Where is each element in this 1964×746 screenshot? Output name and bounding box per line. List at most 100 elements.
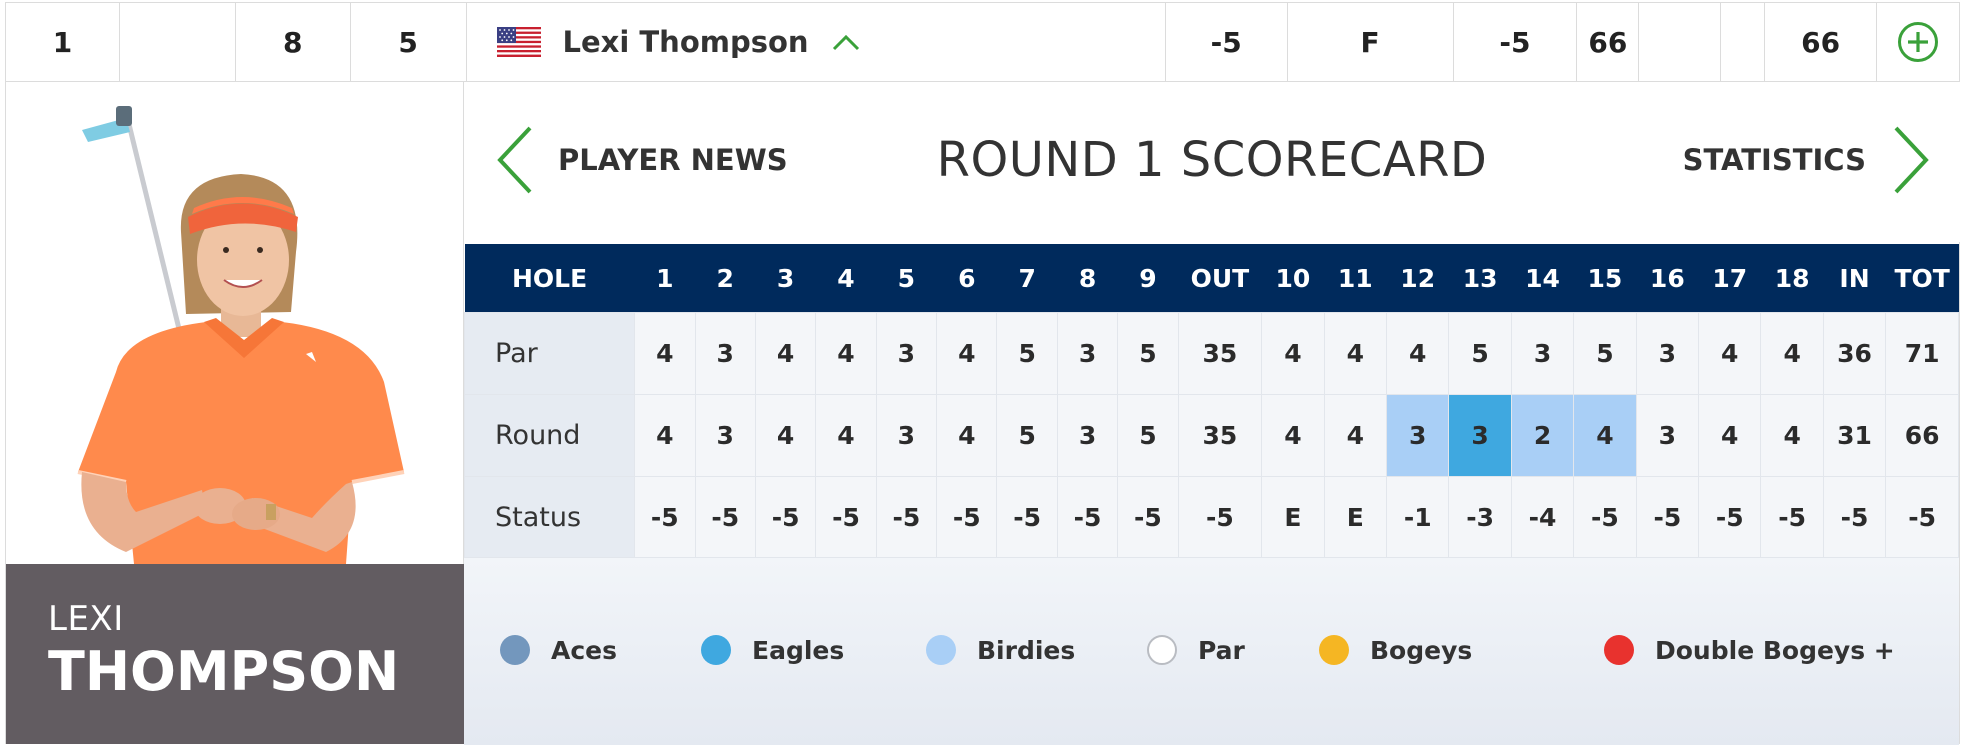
score-cell: -5	[1822, 476, 1887, 559]
player-name[interactable]: Lexi Thompson	[562, 25, 809, 59]
chevron-right-icon[interactable]	[1892, 124, 1932, 196]
score-cell: 4	[1323, 394, 1388, 477]
column-header: 18	[1760, 244, 1824, 313]
column-header: 6	[936, 244, 997, 313]
score-cell: -5	[694, 476, 756, 559]
birdies-dot-icon	[926, 635, 956, 665]
column-header: 5	[876, 244, 937, 313]
column-header: 17	[1698, 244, 1761, 313]
player-name-block: LEXI THOMPSON	[6, 564, 465, 744]
stat-cell: 8	[236, 3, 351, 81]
player-panel: LEXI THOMPSON	[5, 82, 465, 744]
column-header: TOT	[1885, 244, 1959, 313]
score-cell: -5	[936, 476, 998, 559]
eagles-dot-icon	[701, 635, 731, 665]
score-cell: -5	[1885, 476, 1959, 559]
player-news-label[interactable]: PLAYER NEWS	[558, 143, 788, 177]
add-player-button[interactable]	[1877, 3, 1959, 81]
score-cell: -5	[754, 476, 817, 559]
column-header: 2	[695, 244, 756, 313]
score-cell: -5	[996, 476, 1058, 559]
player-cell[interactable]: Lexi Thompson	[467, 3, 1166, 81]
score-cell: 4	[936, 312, 998, 395]
column-header: OUT	[1178, 244, 1262, 313]
score-cell: E	[1323, 476, 1388, 559]
score-cell: 4	[1760, 394, 1824, 477]
score-cell: -5	[1177, 476, 1263, 559]
legend-item-double-bogeys: Double Bogeys +	[1604, 635, 1895, 665]
score-cell: 4	[1261, 312, 1325, 395]
score-cell: -3	[1448, 476, 1512, 559]
score-cell: 5	[1117, 394, 1179, 477]
legend-label: Par	[1198, 635, 1245, 665]
leaderboard-row[interactable]: 1 8 5 Lexi Thompson -5 F -5 66	[5, 2, 1960, 82]
legend-label: Bogeys	[1370, 635, 1473, 665]
score-cell: -5	[1635, 476, 1700, 559]
aces-dot-icon	[500, 635, 530, 665]
score-cell: 4	[1323, 312, 1388, 395]
score-cell: 3	[875, 394, 938, 477]
score-cell: 4	[815, 394, 877, 477]
column-header: 8	[1057, 244, 1118, 313]
birdie-cell: 2	[1510, 394, 1575, 477]
score-cell: -5	[1573, 476, 1637, 559]
score-cell: E	[1261, 476, 1325, 559]
legend-item-bogeys: Bogeys	[1319, 635, 1472, 665]
par-dot-icon	[1147, 635, 1177, 665]
score-cell: 3	[694, 394, 756, 477]
player-news-link[interactable]: PLAYER NEWS	[494, 124, 788, 196]
score-cell: 4	[634, 394, 696, 477]
score-cell: 4	[1261, 394, 1325, 477]
score-cell: 5	[1117, 312, 1179, 395]
legend-item-par: Par	[1147, 635, 1245, 665]
score-cell: -5	[875, 476, 938, 559]
score-cell: -5	[634, 476, 696, 559]
score-cell: 5	[996, 312, 1058, 395]
hole-header-row: HOLE 1 2 3 4 5 6 7 8 9 OUT 10 11 12 13 1…	[464, 244, 1959, 313]
column-header: 11	[1324, 244, 1387, 313]
blank-cell	[1639, 3, 1722, 81]
column-header: 1	[634, 244, 696, 313]
column-header: 12	[1386, 244, 1449, 313]
birdie-cell: 3	[1385, 394, 1450, 477]
score-cell: 3	[1635, 394, 1700, 477]
column-header: 15	[1573, 244, 1637, 313]
score-cell: -1	[1385, 476, 1450, 559]
score-cell: 71	[1885, 312, 1959, 395]
column-header: 16	[1636, 244, 1699, 313]
score-cell: 4	[754, 394, 817, 477]
statistics-link[interactable]: STATISTICS	[1683, 124, 1932, 196]
total-strokes-cell: 66	[1765, 3, 1878, 81]
score-cell: -5	[1698, 476, 1762, 559]
us-flag-icon	[496, 27, 541, 57]
statistics-label[interactable]: STATISTICS	[1682, 143, 1866, 177]
column-header: 13	[1448, 244, 1512, 313]
position-cell: 1	[6, 3, 120, 81]
score-cell: 3	[1510, 312, 1575, 395]
score-cell: 3	[1635, 312, 1700, 395]
score-cell: -5	[1056, 476, 1119, 559]
score-cell: 5	[1448, 312, 1512, 395]
score-cell: 4	[1385, 312, 1450, 395]
column-header: 7	[996, 244, 1058, 313]
scorecard-table: HOLE 1 2 3 4 5 6 7 8 9 OUT 10 11 12 13 1…	[463, 244, 1959, 559]
score-legend: Aces Eagles Birdies Par Bogeys Double Bo…	[464, 557, 1959, 745]
score-cell: 4	[936, 394, 998, 477]
score-cell: 3	[875, 312, 938, 395]
blank-cell	[120, 3, 236, 81]
plus-circle-icon[interactable]	[1897, 21, 1939, 63]
legend-label: Aces	[551, 635, 618, 665]
chevron-up-icon[interactable]	[831, 32, 861, 52]
score-cell: 3	[694, 312, 756, 395]
score-cell: 31	[1822, 394, 1887, 477]
legend-label: Eagles	[752, 635, 845, 665]
scorecard-panel: PLAYER NEWS ROUND 1 SCORECARD STATISTICS…	[463, 82, 1960, 745]
chevron-left-icon[interactable]	[494, 124, 534, 196]
legend-label: Double Bogeys +	[1655, 635, 1895, 665]
legend-item-birdies: Birdies	[926, 635, 1075, 665]
stat-cell: 5	[351, 3, 467, 81]
blank-cell	[1721, 3, 1766, 81]
column-header: 10	[1261, 244, 1325, 313]
score-cell: 4	[1698, 394, 1762, 477]
score-cell: 4	[1760, 312, 1824, 395]
